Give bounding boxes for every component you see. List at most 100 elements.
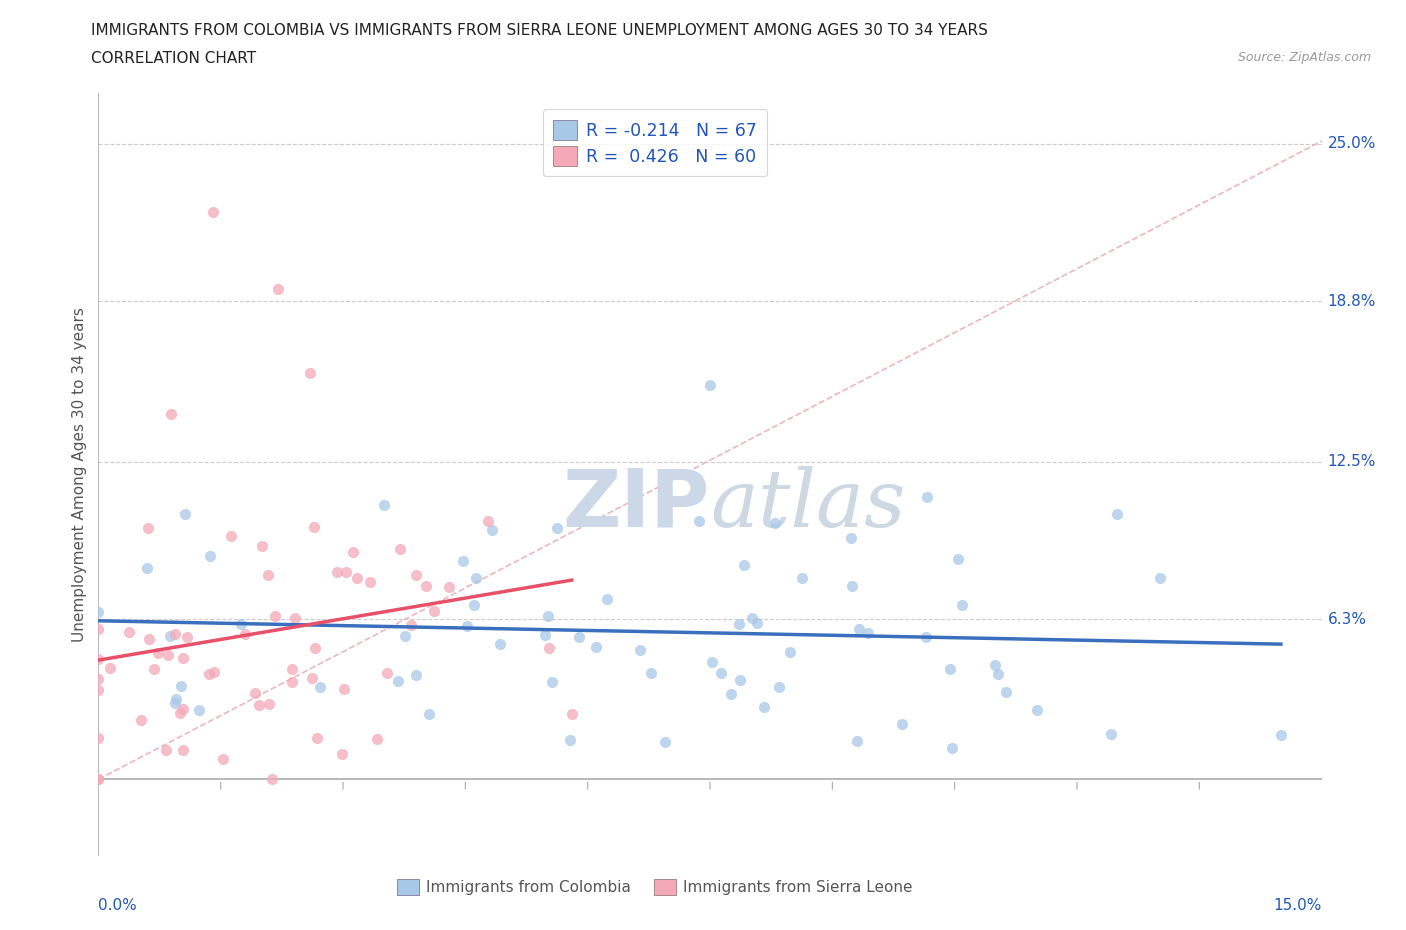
Point [301, 671, 323, 686]
Point [148, 645, 170, 660]
Point [540, 674, 562, 689]
Point [138, 631, 160, 646]
Point [373, 498, 395, 512]
Point [790, 571, 813, 586]
Point [702, 654, 724, 669]
Point [87, 672, 110, 687]
Point [302, 520, 325, 535]
Point [333, 682, 356, 697]
Point [142, 661, 165, 676]
Point [941, 740, 963, 755]
Point [307, 730, 329, 745]
Point [204, 664, 226, 679]
Point [155, 743, 177, 758]
Text: CORRELATION CHART: CORRELATION CHART [91, 51, 256, 66]
Point [939, 661, 962, 676]
Point [201, 205, 224, 219]
Point [394, 628, 416, 643]
Point [1105, 506, 1128, 521]
Point [477, 513, 499, 528]
Point [87, 772, 110, 787]
Point [779, 644, 801, 659]
Point [172, 651, 194, 666]
Point [839, 531, 862, 546]
Point [856, 626, 879, 641]
Point [585, 639, 607, 654]
Point [741, 610, 763, 625]
Point [946, 551, 969, 566]
Point [464, 571, 486, 586]
Point [595, 591, 617, 606]
Point [560, 733, 582, 748]
Point [212, 751, 235, 766]
Point [710, 666, 733, 681]
Point [163, 696, 186, 711]
Point [173, 507, 195, 522]
Point [87, 652, 110, 667]
Point [136, 520, 159, 535]
Point [950, 598, 973, 613]
Point [257, 567, 280, 582]
Y-axis label: Unemployment Among Ages 30 to 34 years: Unemployment Among Ages 30 to 34 years [72, 307, 87, 642]
Text: 15.0%: 15.0% [1274, 897, 1322, 912]
Point [439, 579, 461, 594]
Point [87, 683, 110, 698]
Point [537, 608, 560, 623]
Point [891, 717, 914, 732]
Point [129, 713, 152, 728]
Point [284, 611, 307, 626]
Point [720, 686, 742, 701]
Point [917, 489, 939, 504]
Point [118, 625, 141, 640]
Point [156, 647, 179, 662]
Point [728, 673, 751, 688]
Text: 12.5%: 12.5% [1327, 454, 1376, 469]
Point [848, 621, 870, 636]
Point [198, 666, 221, 681]
Text: atlas: atlas [710, 466, 905, 543]
Point [87, 731, 110, 746]
Point [747, 616, 769, 631]
Point [534, 628, 557, 643]
Point [1025, 702, 1047, 717]
Text: ZIP: ZIP [562, 466, 710, 544]
Point [359, 575, 381, 590]
Point [219, 528, 242, 543]
Point [654, 734, 676, 749]
Point [309, 679, 332, 694]
Point [281, 661, 304, 676]
Point [247, 698, 270, 712]
Point [688, 513, 710, 528]
Point [415, 578, 437, 593]
Point [159, 629, 181, 644]
Text: 25.0%: 25.0% [1327, 137, 1376, 152]
Point [250, 538, 273, 553]
Point [235, 626, 257, 641]
Point [640, 666, 662, 681]
Point [841, 578, 863, 593]
Point [995, 684, 1018, 699]
Point [422, 604, 444, 618]
Point [165, 691, 187, 706]
Point [176, 630, 198, 644]
Point [389, 542, 412, 557]
Point [1270, 728, 1292, 743]
Point [489, 636, 512, 651]
Point [87, 772, 110, 787]
Point [699, 378, 721, 392]
Text: 18.8%: 18.8% [1327, 294, 1376, 309]
Point [87, 621, 110, 636]
Point [172, 742, 194, 757]
Point [169, 679, 191, 694]
Point [263, 609, 285, 624]
Point [280, 674, 302, 689]
Point [299, 365, 322, 380]
Text: 6.3%: 6.3% [1327, 612, 1367, 627]
Point [728, 617, 751, 631]
Point [332, 747, 354, 762]
Point [198, 548, 221, 563]
Point [481, 523, 503, 538]
Point [366, 732, 388, 747]
Point [399, 618, 422, 632]
Point [914, 630, 936, 644]
